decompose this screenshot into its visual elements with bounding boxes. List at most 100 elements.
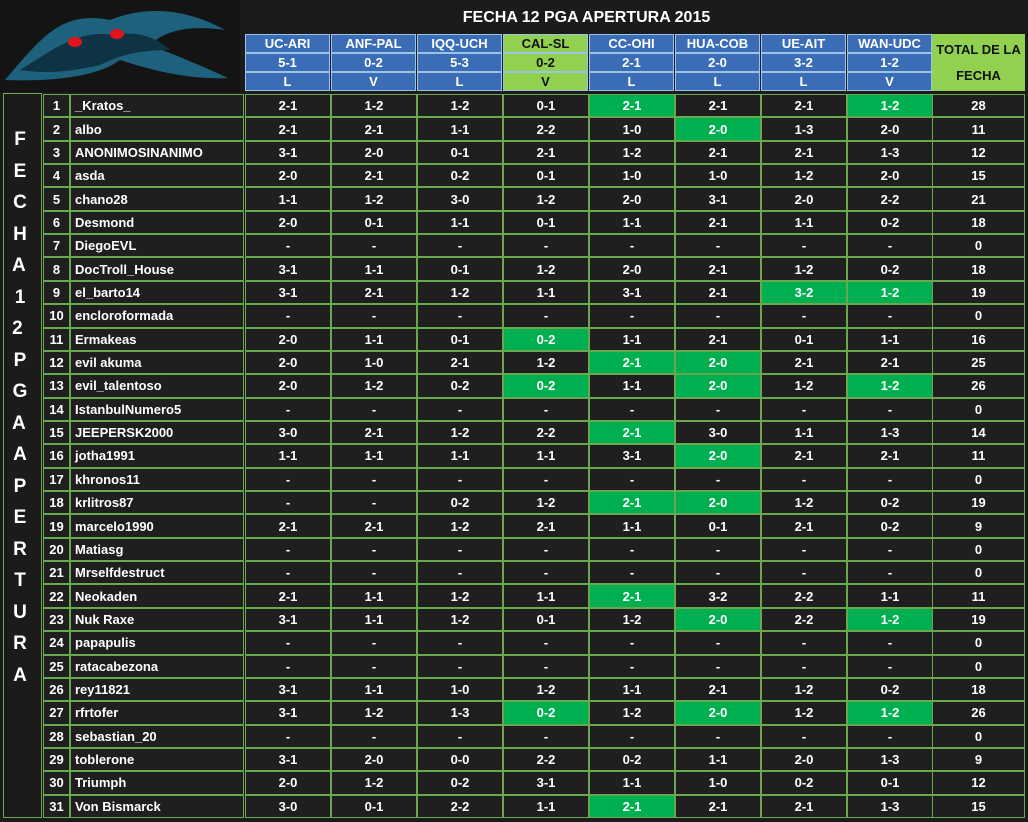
row-number: 19 <box>43 514 70 538</box>
prediction: - <box>331 631 417 655</box>
prediction: - <box>331 234 417 258</box>
total-points: 21 <box>932 187 1025 211</box>
prediction: 0-2 <box>847 677 933 702</box>
match-pick: V <box>847 72 932 91</box>
player-name: IstanbulNumero5 <box>70 397 244 421</box>
total-points: 19 <box>932 280 1025 305</box>
prediction: 2-0 <box>675 491 761 515</box>
prediction: 1-2 <box>503 350 589 375</box>
row-number: 10 <box>43 304 70 328</box>
prediction: 0-1 <box>331 794 417 818</box>
player-name: rfrtofer <box>70 701 244 725</box>
prediction: 2-1 <box>761 350 847 375</box>
prediction: - <box>761 724 847 748</box>
player-name: sebastian_20 <box>70 724 244 748</box>
prediction: 2-0 <box>675 350 761 375</box>
prediction: - <box>761 654 847 678</box>
player-name: albo <box>70 117 244 141</box>
logo <box>0 0 240 92</box>
title: FECHA 12 PGA APERTURA 2015 <box>462 9 711 26</box>
prediction: 1-2 <box>847 374 933 398</box>
player-name: Triumph <box>70 771 244 795</box>
prediction: 2-2 <box>847 187 933 211</box>
player-name: Ermakeas <box>70 327 244 351</box>
player-name: Matiasg <box>70 537 244 562</box>
prediction: 1-2 <box>761 374 847 398</box>
prediction: 2-1 <box>761 94 847 118</box>
player-name: asda <box>70 164 244 188</box>
row-number: 26 <box>43 677 70 702</box>
prediction: 2-0 <box>675 444 761 468</box>
prediction: 0-1 <box>417 327 503 351</box>
prediction: - <box>245 234 331 258</box>
row-number: 17 <box>43 467 70 492</box>
prediction: - <box>675 304 761 328</box>
total-points: 14 <box>932 420 1025 445</box>
prediction: 2-2 <box>417 794 503 818</box>
prediction: - <box>331 537 417 562</box>
prediction: 2-0 <box>331 747 417 772</box>
player-name: chano28 <box>70 187 244 211</box>
prediction: 2-0 <box>675 374 761 398</box>
prediction: 1-0 <box>589 117 675 141</box>
prediction: 0-2 <box>417 164 503 188</box>
prediction: 0-1 <box>503 164 589 188</box>
player-name: el_barto14 <box>70 280 244 305</box>
match-score: 5-3 <box>417 53 502 72</box>
match-teams: CAL-SL <box>503 34 588 53</box>
player-name: encloroformada <box>70 304 244 328</box>
total-points: 18 <box>932 210 1025 235</box>
row-number: 11 <box>43 327 70 351</box>
row-number: 25 <box>43 654 70 678</box>
prediction: 1-1 <box>589 677 675 702</box>
prediction: - <box>503 631 589 655</box>
match-pick: L <box>245 72 330 91</box>
prediction: - <box>675 397 761 421</box>
prediction: 2-0 <box>245 350 331 375</box>
match-teams: ANF-PAL <box>331 34 416 53</box>
prediction: 2-1 <box>331 420 417 445</box>
row-number: 12 <box>43 350 70 375</box>
prediction: - <box>417 654 503 678</box>
prediction: 0-1 <box>331 210 417 235</box>
total-points: 9 <box>932 514 1025 538</box>
prediction: 1-2 <box>847 280 933 305</box>
prediction: 2-1 <box>589 491 675 515</box>
player-name: krlitros87 <box>70 491 244 515</box>
prediction: - <box>761 234 847 258</box>
row-number: 5 <box>43 187 70 211</box>
total-points: 15 <box>932 164 1025 188</box>
row-number: 2 <box>43 117 70 141</box>
prediction: - <box>245 631 331 655</box>
prediction: - <box>761 537 847 562</box>
player-name: _Kratos_ <box>70 94 244 118</box>
match-score: 2-0 <box>675 53 760 72</box>
match-teams: IQQ-UCH <box>417 34 502 53</box>
prediction: 1-0 <box>417 677 503 702</box>
prediction: 1-2 <box>589 701 675 725</box>
prediction: - <box>245 491 331 515</box>
prediction: 0-1 <box>503 210 589 235</box>
prediction: 1-2 <box>761 257 847 281</box>
prediction: 2-1 <box>245 94 331 118</box>
prediction: - <box>847 631 933 655</box>
prediction: 1-1 <box>847 327 933 351</box>
row-number: 16 <box>43 444 70 468</box>
prediction: 1-3 <box>847 420 933 445</box>
prediction: 1-2 <box>589 140 675 165</box>
prediction: - <box>589 234 675 258</box>
prediction: 1-2 <box>589 607 675 632</box>
prediction: 1-1 <box>417 444 503 468</box>
prediction: 0-2 <box>503 701 589 725</box>
prediction: - <box>847 467 933 492</box>
match-score: 2-1 <box>589 53 674 72</box>
row-number: 23 <box>43 607 70 632</box>
prediction: - <box>675 561 761 585</box>
prediction: - <box>417 467 503 492</box>
prediction: - <box>503 304 589 328</box>
prediction: - <box>245 561 331 585</box>
prediction: 1-1 <box>503 794 589 818</box>
total-points: 26 <box>932 701 1025 725</box>
player-name: Von Bismarck <box>70 794 244 818</box>
prediction: 2-0 <box>245 210 331 235</box>
